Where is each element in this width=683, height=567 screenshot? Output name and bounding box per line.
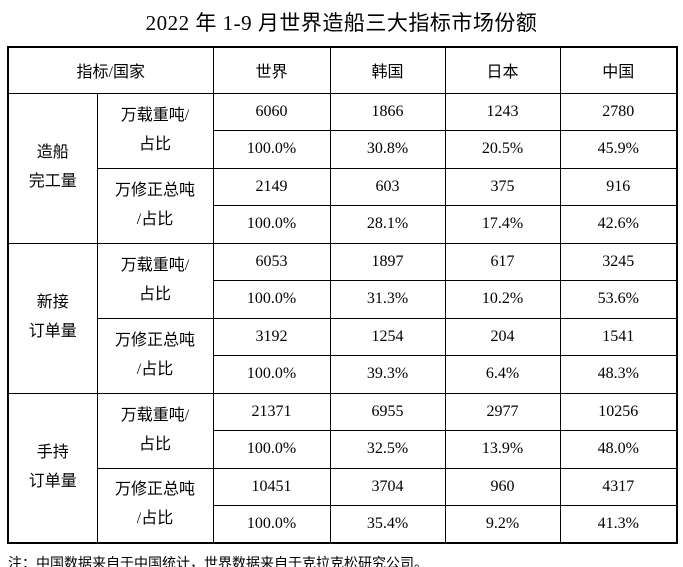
- table-row: 100.0% 31.3% 10.2% 53.6%: [8, 280, 678, 319]
- table-row: 造船 完工量 万载重吨/ 占比 6060 1866 1243 2780: [7, 92, 678, 244]
- share-cell: 100.0%: [212, 355, 331, 394]
- share-cell: 31.3%: [329, 280, 446, 319]
- share-cell: 6.4%: [444, 355, 561, 394]
- metric-label-cgt: 万修正总吨 /占比: [96, 167, 214, 244]
- footnote: 注：中国数据来自于中国统计，世界数据来自于克拉克松研究公司。: [8, 555, 428, 567]
- header-indicator-country: 指标/国家: [7, 46, 214, 94]
- value-cell: 916: [559, 167, 678, 206]
- metric-label-cgt: 万修正总吨 /占比: [96, 467, 214, 544]
- value-cell: 6053: [212, 242, 331, 281]
- metric-label-dwt: 万载重吨/ 占比: [96, 392, 214, 469]
- metric-label-dwt: 万载重吨/ 占比: [96, 242, 214, 319]
- value-cell: 1897: [329, 242, 446, 281]
- share-cell: 100.0%: [212, 430, 331, 469]
- table-header-row: 指标/国家 世界 韩国 日本 中国: [7, 46, 678, 94]
- share-cell: 45.9%: [559, 130, 678, 169]
- share-cell: 28.1%: [329, 205, 446, 244]
- value-cell: 2780: [559, 92, 678, 131]
- share-cell: 13.9%: [444, 430, 561, 469]
- value-cell: 2977: [444, 392, 561, 431]
- table-row: 100.0% 28.1% 17.4% 42.6%: [8, 205, 678, 244]
- table-row: 100.0% 35.4% 9.2% 41.3%: [8, 505, 678, 544]
- table-row: 万修正总吨 /占比 3192 1254 204 1541: [8, 317, 678, 394]
- share-cell: 48.3%: [559, 355, 678, 394]
- value-cell: 10451: [212, 467, 331, 506]
- share-cell: 100.0%: [212, 505, 331, 544]
- header-china: 中国: [559, 46, 678, 94]
- value-cell: 3192: [212, 317, 331, 356]
- value-cell: 3704: [329, 467, 446, 506]
- value-cell: 1254: [329, 317, 446, 356]
- value-cell: 2149: [212, 167, 331, 206]
- value-cell: 204: [444, 317, 561, 356]
- table-row: 100.0% 30.8% 20.5% 45.9%: [8, 130, 678, 169]
- share-cell: 10.2%: [444, 280, 561, 319]
- group-label-new-orders: 新接 订单量: [7, 242, 98, 394]
- table-row: 万修正总吨 /占比 10451 3704 960 4317: [8, 467, 678, 544]
- share-cell: 30.8%: [329, 130, 446, 169]
- share-cell: 41.3%: [559, 505, 678, 544]
- share-cell: 39.3%: [329, 355, 446, 394]
- value-cell: 1243: [444, 92, 561, 131]
- value-cell: 960: [444, 467, 561, 506]
- share-cell: 100.0%: [212, 280, 331, 319]
- share-cell: 53.6%: [559, 280, 678, 319]
- value-cell: 375: [444, 167, 561, 206]
- group-label-orderbook: 手持 订单量: [7, 392, 98, 544]
- header-world: 世界: [212, 46, 331, 94]
- share-cell: 100.0%: [212, 130, 331, 169]
- table-row: 100.0% 39.3% 6.4% 48.3%: [8, 355, 678, 394]
- value-cell: 6955: [329, 392, 446, 431]
- share-cell: 100.0%: [212, 205, 331, 244]
- table-row: 手持 订单量 万载重吨/ 占比 21371 6955 2977 10256: [7, 392, 678, 544]
- value-cell: 603: [329, 167, 446, 206]
- table-row: 100.0% 32.5% 13.9% 48.0%: [8, 430, 678, 469]
- value-cell: 1866: [329, 92, 446, 131]
- group-label-completions: 造船 完工量: [7, 92, 98, 244]
- value-cell: 1541: [559, 317, 678, 356]
- share-cell: 32.5%: [329, 430, 446, 469]
- share-cell: 17.4%: [444, 205, 561, 244]
- value-cell: 4317: [559, 467, 678, 506]
- share-cell: 35.4%: [329, 505, 446, 544]
- share-cell: 42.6%: [559, 205, 678, 244]
- share-cell: 20.5%: [444, 130, 561, 169]
- table-row: 万修正总吨 /占比 2149 603 375 916: [8, 167, 678, 244]
- metric-label-dwt: 万载重吨/ 占比: [96, 92, 214, 169]
- value-cell: 21371: [212, 392, 331, 431]
- share-cell: 9.2%: [444, 505, 561, 544]
- share-cell: 48.0%: [559, 430, 678, 469]
- market-share-table: 指标/国家 世界 韩国 日本 中国 造船 完工量 万载重吨/ 占比 6060 1…: [7, 46, 679, 544]
- page-title: 2022 年 1-9 月世界造船三大指标市场份额: [145, 11, 538, 35]
- header-korea: 韩国: [329, 46, 446, 94]
- metric-label-cgt: 万修正总吨 /占比: [96, 317, 214, 394]
- table-row: 新接 订单量 万载重吨/ 占比 6053 1897 617 3245: [7, 242, 678, 394]
- value-cell: 3245: [559, 242, 678, 281]
- header-japan: 日本: [444, 46, 561, 94]
- value-cell: 6060: [212, 92, 331, 131]
- value-cell: 617: [444, 242, 561, 281]
- value-cell: 10256: [559, 392, 678, 431]
